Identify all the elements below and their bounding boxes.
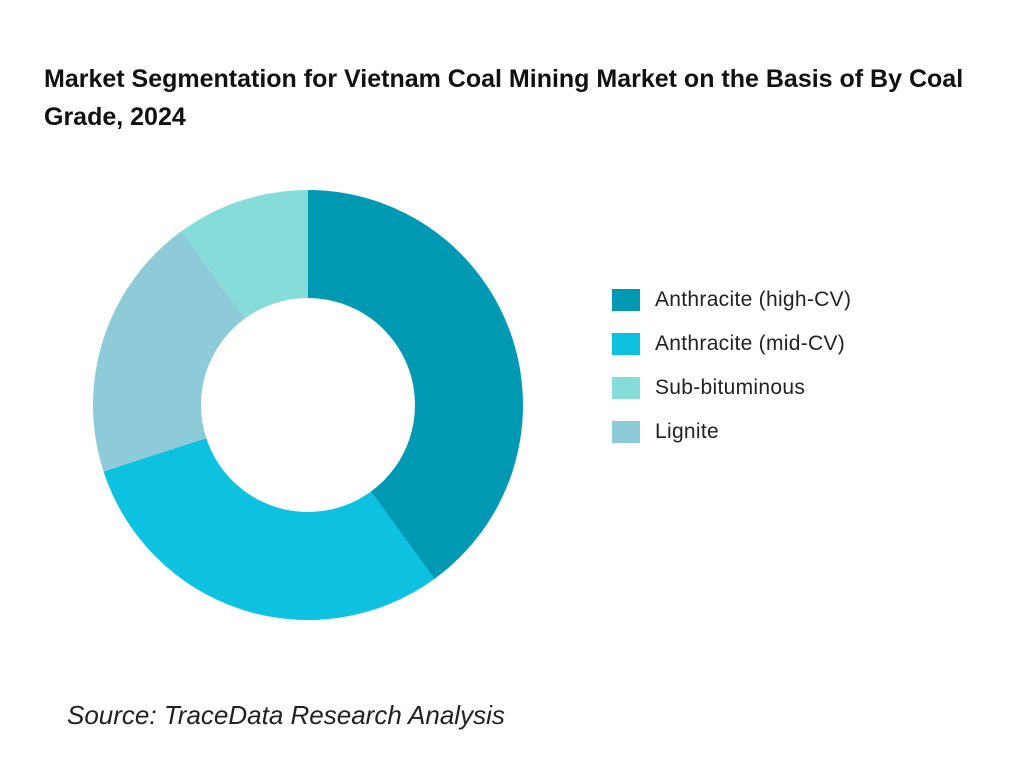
legend-label: Anthracite (high-CV): [655, 288, 852, 311]
legend-item: Anthracite (mid-CV): [612, 322, 851, 366]
legend-item: Sub-bituminous: [612, 366, 851, 410]
legend-swatch: [612, 289, 640, 311]
chart-title: Market Segmentation for Vietnam Coal Min…: [44, 65, 964, 131]
legend-label: Sub-bituminous: [655, 376, 806, 399]
legend-item: Anthracite (high-CV): [612, 278, 851, 322]
legend: Anthracite (high-CV) Anthracite (mid-CV)…: [612, 278, 851, 454]
donut-slice-anthracite-high-cv: [308, 190, 524, 579]
legend-label: Lignite: [655, 420, 719, 443]
legend-label: Anthracite (mid-CV): [655, 332, 846, 355]
legend-item: Lignite: [612, 410, 851, 454]
donut-slice-lignite: [92, 231, 246, 472]
legend-swatch: [612, 377, 640, 399]
donut-slice-anthracite-mid-cv: [103, 438, 435, 620]
legend-swatch: [612, 333, 640, 355]
donut-slice-sub-bituminous: [181, 190, 308, 319]
source-note: Source: TraceData Research Analysis: [67, 700, 505, 730]
legend-swatch: [612, 421, 640, 443]
